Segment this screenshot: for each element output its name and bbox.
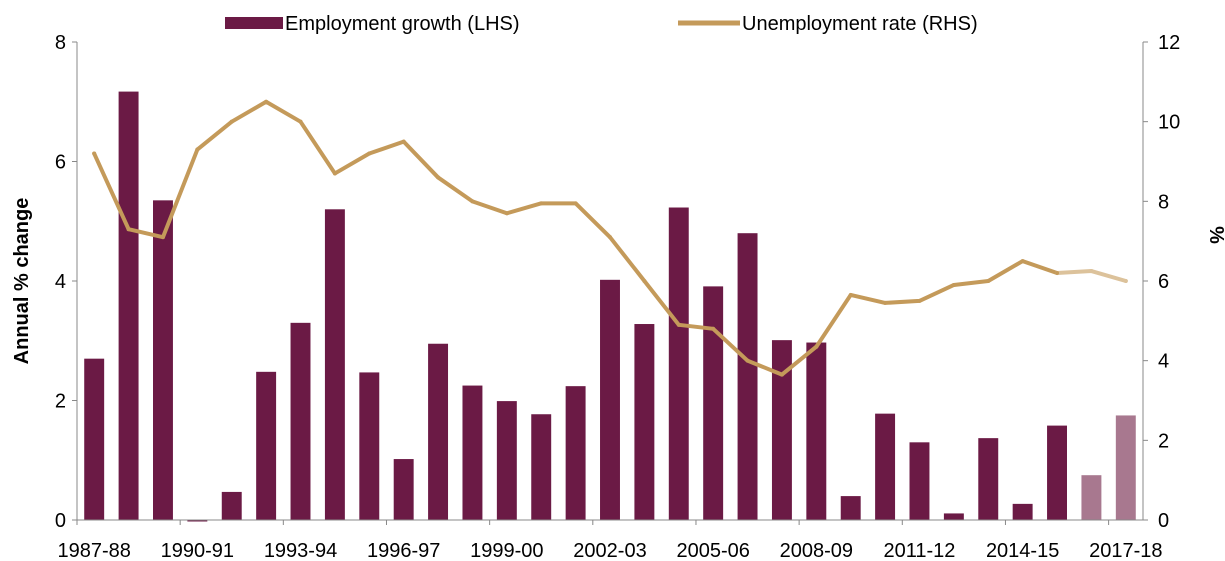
- point-unemployment-rate-2000-01: [539, 201, 544, 206]
- point-unemployment-rate-2017-18: [1123, 279, 1128, 283]
- bar-employment-growth-2007-08: [771, 340, 792, 520]
- bar-employment-growth-2003-04: [634, 324, 655, 520]
- point-unemployment-rate-2004-05: [676, 322, 681, 327]
- bar-employment-growth-2001-02: [565, 386, 586, 520]
- point-unemployment-rate-1987-88: [92, 151, 97, 156]
- line-layer: [92, 99, 1128, 377]
- bar-employment-growth-1996-97: [393, 459, 414, 520]
- right-tick-label: 8: [1158, 191, 1169, 213]
- x-tick-label: 1990-91: [161, 540, 234, 561]
- point-unemployment-rate-2003-04: [642, 279, 647, 283]
- point-unemployment-rate-2011-12: [917, 298, 922, 303]
- bar-employment-growth-2013-14: [978, 438, 999, 520]
- bar-employment-growth-1994-95: [324, 209, 345, 521]
- right-tick-label: 4: [1158, 351, 1169, 373]
- x-tick-label: 2008-09: [780, 540, 853, 561]
- bar-employment-growth-2014-15: [1012, 503, 1033, 520]
- x-tick-label: 2002-03: [573, 540, 646, 561]
- x-tick-label: 1999-00: [470, 540, 543, 561]
- point-unemployment-rate-2010-11: [883, 300, 888, 305]
- bar-employment-growth-2004-05: [668, 207, 689, 520]
- bar-employment-growth-1993-94: [290, 322, 311, 520]
- x-tick-labels: 1987-88 1990-91 1993-94 1996-97 1999-00 2002-…: [57, 520, 1163, 561]
- bar-employment-growth-1988-89: [118, 91, 139, 520]
- right-tick-label: 6: [1158, 271, 1169, 293]
- point-unemployment-rate-1992-93: [264, 99, 269, 104]
- right-tick-label: 12: [1158, 32, 1180, 54]
- x-tick-label: 2005-06: [676, 540, 749, 561]
- bar-employment-growth-1998-99: [462, 385, 483, 520]
- left-tick-labels: 0 2 4 6 8: [55, 32, 77, 532]
- point-unemployment-rate-2002-03: [608, 235, 612, 240]
- x-tick-label: 1987-88: [57, 540, 130, 561]
- bar-employment-growth-1999-00: [496, 401, 517, 520]
- right-axis-title: %: [1205, 226, 1225, 244]
- x-tick-label: 2014-15: [986, 540, 1059, 561]
- point-unemployment-rate-1993-94: [298, 119, 303, 124]
- right-tick-label: 0: [1158, 510, 1169, 532]
- point-unemployment-rate-2014-15: [1020, 259, 1025, 264]
- point-unemployment-rate-2006-07: [745, 358, 750, 363]
- left-tick-label: 6: [55, 152, 66, 174]
- bar-employment-growth-2002-03: [600, 279, 620, 520]
- point-unemployment-rate-1990-91: [195, 147, 200, 152]
- legend-swatch-employment-growth: [225, 17, 283, 29]
- point-unemployment-rate-2016-17: [1089, 269, 1094, 274]
- legend: Employment growth (LHS) Unemployment rat…: [225, 13, 978, 35]
- line-unemployment-rate: [92, 99, 1060, 377]
- right-tick-label: 10: [1158, 112, 1180, 134]
- x-tick-label: 1993-94: [264, 540, 337, 561]
- right-tick-labels: 0 2 4 6 8 10 12: [1143, 32, 1180, 532]
- bar-employment-growth-2009-10: [840, 496, 861, 520]
- point-unemployment-rate-1989-90: [160, 235, 165, 240]
- bars-layer: [84, 91, 1136, 522]
- point-unemployment-rate-2015-16: [1055, 271, 1060, 276]
- bar-employment-growth-1995-96: [359, 372, 380, 520]
- point-unemployment-rate-1991-92: [229, 119, 234, 124]
- bar-employment-growth-2005-06: [703, 286, 724, 520]
- point-unemployment-rate-2005-06: [711, 326, 716, 331]
- right-tick-label: 2: [1158, 430, 1169, 452]
- bar-employment-growth-1992-93: [256, 371, 277, 520]
- bar-employment-growth-2011-12: [909, 442, 930, 520]
- point-unemployment-rate-2007-08: [779, 372, 784, 377]
- bar-employment-growth-2016-17: [1081, 475, 1102, 520]
- left-axis-title: Annual % change: [11, 198, 33, 365]
- left-tick-label: 0: [55, 510, 66, 532]
- bar-employment-growth-2000-01: [531, 414, 552, 520]
- bar-employment-growth-1987-88: [84, 358, 105, 520]
- x-tick-label: 2017-18: [1089, 540, 1162, 561]
- bar-employment-growth-1991-92: [221, 491, 242, 520]
- left-tick-label: 4: [55, 271, 66, 293]
- bar-employment-growth-2008-09: [806, 342, 827, 520]
- point-unemployment-rate-1999-00: [504, 211, 509, 216]
- bar-employment-growth-1990-91: [187, 520, 208, 522]
- x-tick-label: 1996-97: [367, 540, 440, 561]
- legend-label-unemployment-rate: Unemployment rate (RHS): [742, 13, 978, 35]
- point-unemployment-rate-2012-13: [951, 282, 956, 287]
- bar-employment-growth-2017-18: [1115, 415, 1136, 520]
- bar-employment-growth-1989-90: [153, 200, 173, 520]
- x-tick-label: 2011-12: [884, 540, 956, 561]
- point-unemployment-rate-2009-10: [848, 292, 853, 297]
- left-tick-label: 8: [55, 32, 66, 54]
- bar-employment-growth-2010-11: [875, 413, 896, 520]
- point-unemployment-rate-1998-99: [470, 199, 475, 204]
- point-unemployment-rate-2013-14: [986, 279, 991, 283]
- legend-label-employment-growth: Employment growth (LHS): [285, 13, 520, 35]
- bar-employment-growth-1997-98: [428, 343, 449, 520]
- bar-employment-growth-2015-16: [1047, 425, 1067, 520]
- point-unemployment-rate-1995-96: [367, 151, 372, 156]
- bar-employment-growth-2006-07: [737, 233, 758, 520]
- point-unemployment-rate-1994-95: [332, 171, 337, 176]
- left-tick-label: 2: [55, 391, 66, 413]
- point-unemployment-rate-2001-02: [573, 201, 578, 206]
- point-unemployment-rate-2008-09: [814, 344, 819, 349]
- point-unemployment-rate-1988-89: [126, 227, 131, 232]
- bar-employment-growth-2012-13: [943, 513, 964, 520]
- point-unemployment-rate-1997-98: [436, 175, 441, 180]
- point-unemployment-rate-1996-97: [401, 139, 406, 144]
